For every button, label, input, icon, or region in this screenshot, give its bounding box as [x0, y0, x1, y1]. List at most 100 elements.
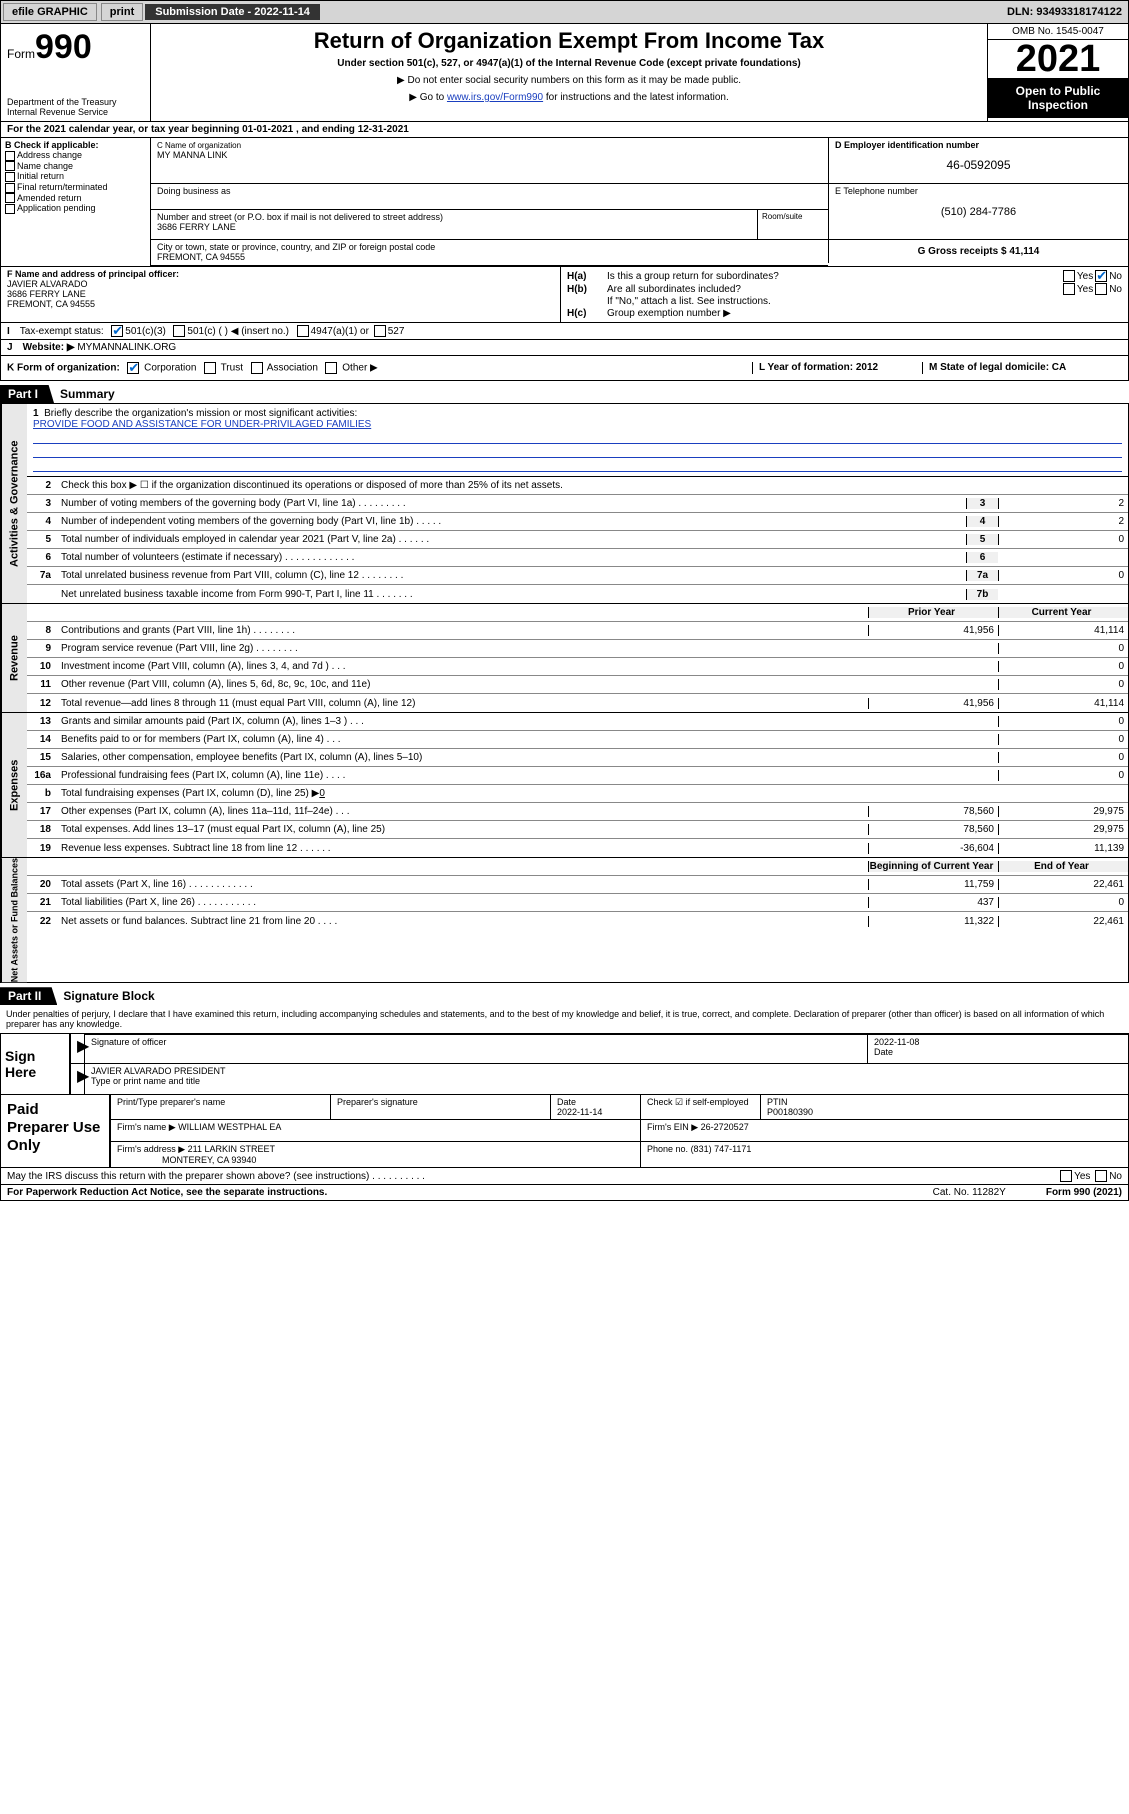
part1-tab: Part I — [0, 385, 54, 403]
efile-topbar: efile GRAPHIC print Submission Date - 20… — [0, 0, 1129, 24]
chk-amended: Amended return — [17, 193, 82, 203]
hc-label: H(c) — [567, 308, 607, 319]
goto-pre: ▶ Go to — [409, 92, 447, 103]
pp-phone: (831) 747-1171 — [691, 1144, 752, 1154]
l20: Total assets (Part X, line 16) . . . . .… — [57, 877, 868, 892]
l11c: 0 — [998, 679, 1128, 690]
txt-assoc: Association — [267, 363, 318, 374]
l16ac: 0 — [998, 770, 1128, 781]
firm-addr2: MONTEREY, CA 93940 — [162, 1155, 256, 1165]
yes-txt2: Yes — [1077, 284, 1093, 295]
chk-trust[interactable] — [204, 362, 216, 374]
print-button[interactable]: print — [101, 3, 143, 21]
txt-501c3: 501(c)(3) — [125, 326, 166, 337]
l6: Total number of volunteers (estimate if … — [57, 550, 966, 565]
l3v: 2 — [998, 498, 1128, 509]
l1-val: PROVIDE FOOD AND ASSISTANCE FOR UNDER-PR… — [33, 419, 1122, 430]
txt-corp: Corporation — [144, 363, 196, 374]
summary-exp: Expenses 13Grants and similar amounts pa… — [0, 713, 1129, 858]
l17: Other expenses (Part IX, column (A), lin… — [57, 804, 868, 819]
org-name: MY MANNA LINK — [157, 150, 227, 160]
form-number: Form990 — [7, 28, 144, 67]
chk-501c3[interactable] — [111, 325, 123, 337]
i-text: Tax-exempt status: — [20, 326, 104, 337]
website-val: MYMANNALINK.ORG — [77, 342, 176, 353]
sig-officer-label: Signature of officer — [91, 1037, 166, 1047]
section-bcdefg: B Check if applicable: Address change Na… — [0, 138, 1129, 267]
l7a: Total unrelated business revenue from Pa… — [57, 568, 966, 583]
city-label: City or town, state or province, country… — [157, 242, 435, 252]
may-no[interactable] — [1095, 1170, 1107, 1182]
l14: Benefits paid to or for members (Part IX… — [57, 732, 868, 747]
sign-here-label: Sign Here — [1, 1034, 71, 1094]
may-no-txt: No — [1109, 1171, 1122, 1182]
note-goto: ▶ Go to www.irs.gov/Form990 for instruct… — [157, 92, 981, 103]
may-discuss-row: May the IRS discuss this return with the… — [0, 1168, 1129, 1185]
sign-here-block: Sign Here ▶ Signature of officer 2022-11… — [0, 1033, 1129, 1095]
pp-date: 2022-11-14 — [557, 1107, 602, 1117]
part1-title: Summary — [60, 387, 115, 401]
c-label: C Name of organization — [157, 141, 241, 150]
f-label: F Name and address of principal officer: — [7, 269, 179, 279]
chk-pending: Application pending — [17, 203, 96, 213]
openpub-line1: Open to Public — [990, 84, 1126, 98]
prior-hdr: Prior Year — [868, 607, 998, 618]
f-addr1: 3686 FERRY LANE — [7, 289, 86, 299]
l15: Salaries, other compensation, employee b… — [57, 750, 868, 765]
form-990-big: 990 — [35, 28, 92, 66]
end-hdr: End of Year — [998, 861, 1128, 872]
paperwork: For Paperwork Reduction Act Notice, see … — [7, 1187, 933, 1198]
phone-val: (510) 284-7786 — [835, 206, 1122, 218]
vtab-gov: Activities & Governance — [1, 404, 27, 603]
irs-link[interactable]: www.irs.gov/Form990 — [447, 92, 543, 103]
chk-4947[interactable] — [297, 325, 309, 337]
txt-527: 527 — [388, 326, 405, 337]
l1-text: Briefly describe the organization's miss… — [44, 408, 357, 419]
row-klm: K Form of organization: Corporation Trus… — [0, 356, 1129, 381]
l19p: -36,604 — [868, 843, 998, 854]
arrow-icon2: ▶ — [71, 1064, 85, 1094]
l17p: 78,560 — [868, 806, 998, 817]
chk-address: Address change — [17, 150, 82, 160]
ha-no[interactable] — [1095, 270, 1107, 282]
open-to-public: Open to Public Inspection — [988, 78, 1128, 118]
pp-phone-label: Phone no. — [647, 1144, 688, 1154]
pp-name-label: Print/Type preparer's name — [117, 1097, 225, 1107]
chk-assoc[interactable] — [251, 362, 263, 374]
may-yes[interactable] — [1060, 1170, 1072, 1182]
chk-501c[interactable] — [173, 325, 185, 337]
chk-527[interactable] — [374, 325, 386, 337]
l12: Total revenue—add lines 8 through 11 (mu… — [57, 696, 868, 711]
row-j: J Website: ▶ MYMANNALINK.ORG — [0, 340, 1129, 356]
firm-ein: 26-2720527 — [701, 1122, 749, 1132]
l21c: 0 — [998, 897, 1128, 908]
form-title: Return of Organization Exempt From Incom… — [157, 28, 981, 54]
irs-label: Internal Revenue Service — [7, 107, 144, 117]
sig-date-label: Date — [874, 1047, 893, 1057]
chk-other[interactable] — [325, 362, 337, 374]
chk-corp[interactable] — [127, 362, 139, 374]
no-txt2: No — [1109, 284, 1122, 295]
pp-ptin: P00180390 — [767, 1107, 813, 1117]
j-label: J — [7, 342, 13, 353]
dln: DLN: 93493318174122 — [1007, 6, 1128, 18]
hb-yes[interactable] — [1063, 283, 1075, 295]
txt-4947: 4947(a)(1) or — [311, 326, 369, 337]
sig-name-val: JAVIER ALVARADO PRESIDENT — [91, 1066, 1122, 1076]
l8p: 41,956 — [868, 625, 998, 636]
room-label: Room/suite — [762, 212, 802, 221]
l22: Net assets or fund balances. Subtract li… — [57, 914, 868, 929]
dba-label: Doing business as — [157, 186, 231, 196]
openpub-line2: Inspection — [990, 98, 1126, 112]
row-i: I Tax-exempt status: 501(c)(3) 501(c) ( … — [0, 323, 1129, 340]
cat-no: Cat. No. 11282Y — [933, 1187, 1006, 1198]
firm-addr-label: Firm's address ▶ — [117, 1144, 185, 1154]
may-text: May the IRS discuss this return with the… — [7, 1171, 1058, 1182]
hb-no[interactable] — [1095, 283, 1107, 295]
street-val: 3686 FERRY LANE — [157, 222, 236, 232]
ha-yes[interactable] — [1063, 270, 1075, 282]
l16b-val: 0 — [319, 788, 325, 799]
ha-label: H(a) — [567, 271, 607, 282]
g-label: G Gross receipts $ — [918, 246, 1007, 257]
section-fh: F Name and address of principal officer:… — [0, 267, 1129, 323]
